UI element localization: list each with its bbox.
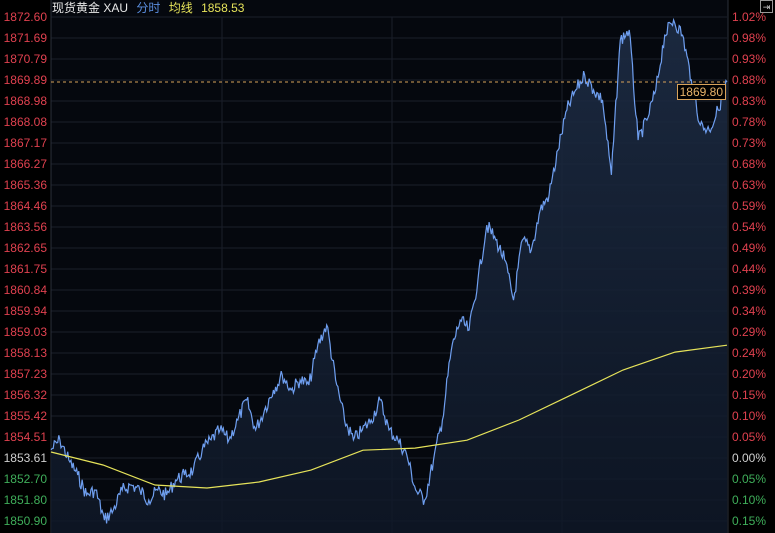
right-tick-label: 0.15%: [732, 388, 766, 402]
right-tick-label: 0.88%: [732, 73, 766, 87]
right-tick-label: 0.39%: [732, 283, 766, 297]
right-tick-label: 0.54%: [732, 220, 766, 234]
left-tick-label: 1851.80: [4, 493, 48, 507]
left-tick-label: 1862.65: [4, 241, 48, 255]
left-tick-label: 1863.56: [4, 220, 48, 234]
left-tick-label: 1859.03: [4, 325, 48, 339]
left-tick-label: 1871.69: [4, 31, 48, 45]
right-tick-label: 0.10%: [732, 409, 766, 423]
instrument-title: 现货黄金 XAU: [52, 1, 129, 15]
right-tick-label: 1.02%: [732, 10, 766, 24]
left-tick-label: 1872.60: [4, 10, 48, 24]
left-tick-label: 1855.42: [4, 409, 48, 423]
chart-header: 现货黄金 XAU 分时 均线 1858.53: [52, 0, 249, 16]
exit-icon[interactable]: ⇥: [760, 0, 773, 13]
right-tick-label: 0.20%: [732, 367, 766, 381]
right-tick-label: 0.59%: [732, 199, 766, 213]
right-tick-label: 0.68%: [732, 157, 766, 171]
left-tick-label: 1856.32: [4, 388, 48, 402]
right-tick-label: 0.29%: [732, 325, 766, 339]
left-tick-label: 1867.17: [4, 136, 48, 150]
right-tick-label: 0.05%: [732, 430, 766, 444]
right-tick-label: 0.10%: [732, 493, 766, 507]
right-tick-label: 0.63%: [732, 178, 766, 192]
right-tick-label: 0.44%: [732, 262, 766, 276]
left-tick-label: 1853.61: [4, 451, 48, 465]
average-line: [50, 344, 728, 489]
left-tick-label: 1858.13: [4, 346, 48, 360]
right-tick-label: 0.73%: [732, 136, 766, 150]
left-tick-label: 1866.27: [4, 157, 48, 171]
left-tick-label: 1868.08: [4, 115, 48, 129]
left-tick-label: 1859.94: [4, 304, 48, 318]
left-tick-label: 1865.36: [4, 178, 48, 192]
left-tick-label: 1869.89: [4, 73, 48, 87]
price-line: [50, 17, 728, 524]
right-tick-label: 0.93%: [732, 52, 766, 66]
price-area: [51, 20, 727, 533]
left-tick-label: 1857.23: [4, 367, 48, 381]
left-tick-label: 1870.79: [4, 52, 48, 66]
current-price-tag: 1869.80: [676, 84, 726, 100]
right-tick-label: 0.78%: [732, 115, 766, 129]
right-tick-label: 0.05%: [732, 472, 766, 486]
right-tick-label: 0.49%: [732, 241, 766, 255]
left-tick-label: 1861.75: [4, 262, 48, 276]
right-tick-label: 0.98%: [732, 31, 766, 45]
left-tick-label: 1854.51: [4, 430, 48, 444]
right-tick-label: 0.34%: [732, 304, 766, 318]
right-tick-label: 0.15%: [732, 514, 766, 528]
left-tick-label: 1850.90: [4, 514, 48, 528]
timeshare-mode-label[interactable]: 分时: [136, 1, 161, 15]
left-tick-label: 1860.84: [4, 283, 48, 297]
right-tick-label: 0.00%: [732, 451, 766, 465]
left-tick-label: 1864.46: [4, 199, 48, 213]
right-tick-label: 0.83%: [732, 94, 766, 108]
left-tick-label: 1868.98: [4, 94, 48, 108]
avg-line-label: 均线: [168, 1, 193, 15]
right-tick-label: 0.24%: [732, 346, 766, 360]
avg-line-value: 1858.53: [201, 1, 245, 15]
left-tick-label: 1852.70: [4, 472, 48, 486]
